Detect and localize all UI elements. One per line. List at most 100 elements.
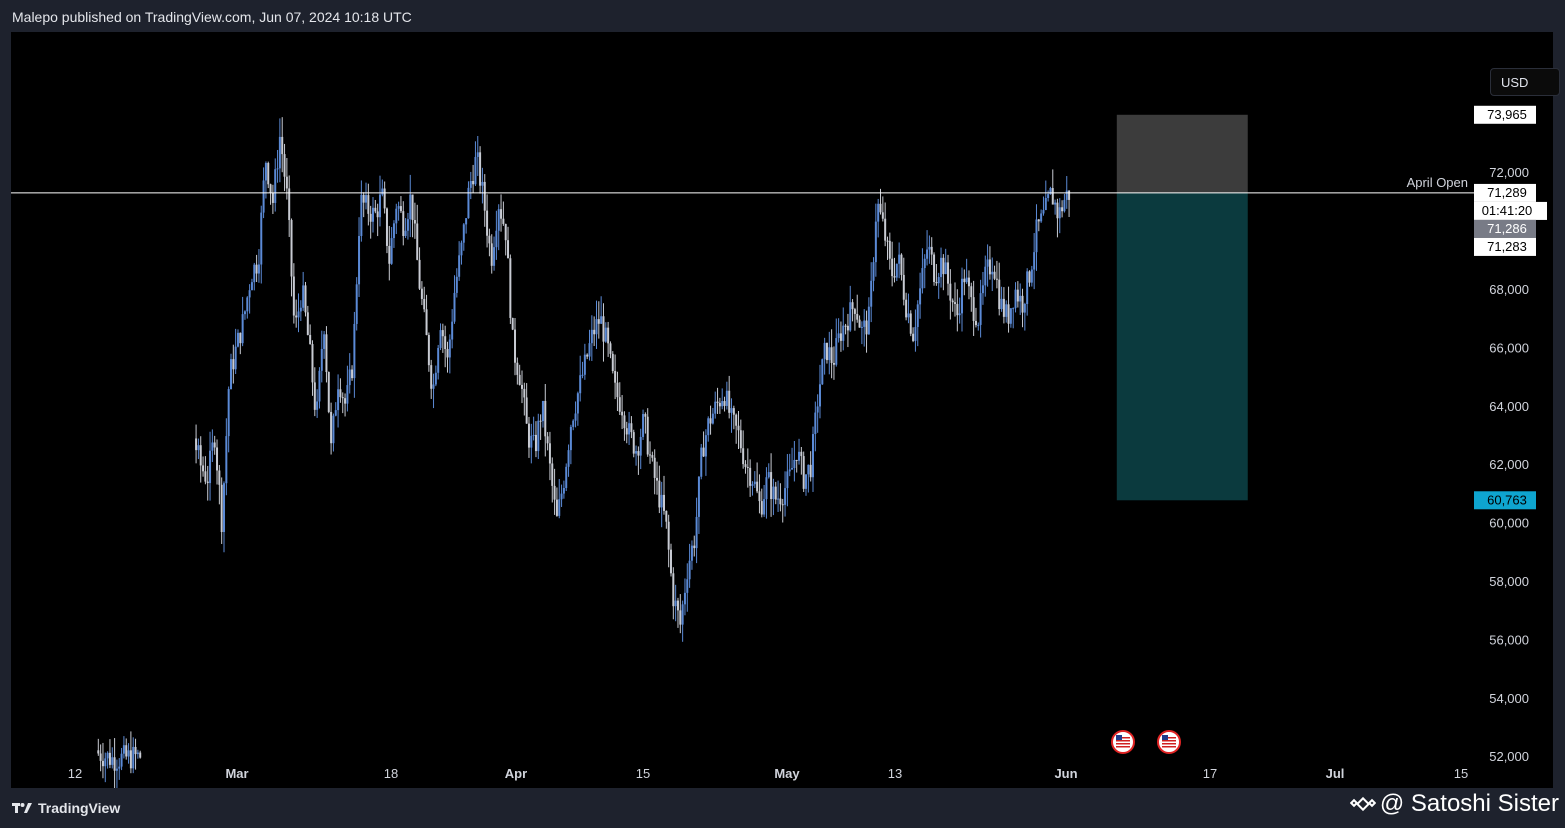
candle-body: [229, 359, 232, 390]
candle-body: [562, 487, 565, 494]
price-label: 71,286: [1487, 221, 1527, 236]
candle-body: [462, 224, 465, 243]
candle-body: [339, 389, 342, 398]
candle-body: [611, 353, 614, 372]
candle-body: [544, 400, 547, 437]
candle-body: [858, 319, 861, 328]
chart-area[interactable]: April Open 72,000 68,000 66,000 64,000 62,000…: [11, 32, 1560, 788]
candle-body: [784, 488, 787, 505]
candle-body: [206, 481, 209, 484]
candle-body: [956, 303, 959, 316]
candle-body: [385, 208, 388, 246]
candle-body: [281, 136, 284, 155]
candle-body: [693, 545, 696, 549]
candle-body: [455, 276, 458, 293]
candle-body: [742, 448, 745, 465]
candle-body: [753, 481, 756, 485]
x-tick-label: 13: [888, 766, 902, 781]
candle-body: [285, 176, 288, 189]
candle-body: [1033, 252, 1036, 270]
candle-body: [134, 746, 137, 755]
candle-body: [923, 258, 926, 269]
candle-body: [821, 359, 824, 385]
candle-body: [667, 521, 670, 550]
candle-body: [495, 230, 498, 248]
candle-body: [288, 188, 291, 221]
candle-body: [609, 343, 612, 354]
candle-body: [995, 278, 998, 280]
x-tick-label: 18: [384, 766, 398, 781]
candle-body: [746, 466, 749, 468]
candle-body: [432, 384, 435, 389]
candle-body: [355, 284, 358, 324]
candle-body: [448, 339, 451, 358]
candle-body: [267, 163, 270, 185]
candle-body: [1061, 207, 1064, 212]
price-label-box: [1474, 183, 1536, 202]
candle-body: [537, 420, 540, 452]
candle-body: [318, 370, 321, 402]
tradingview-logo[interactable]: TradingView: [12, 800, 120, 816]
candle-body: [676, 600, 679, 611]
candle-body: [560, 493, 563, 500]
candle-body: [337, 389, 340, 411]
candle-body: [909, 313, 912, 334]
candle-body: [947, 262, 950, 284]
candle-body: [358, 236, 361, 285]
candle-body: [344, 398, 347, 404]
candle-body: [367, 195, 370, 214]
candle-body: [199, 445, 202, 466]
candle-body: [721, 401, 724, 407]
candle-body: [227, 389, 230, 437]
candle-body: [553, 485, 556, 500]
candle-body: [607, 327, 610, 344]
candle-body: [332, 415, 335, 444]
candle-body: [572, 420, 575, 427]
candle-body: [800, 451, 803, 457]
candle-body: [488, 235, 491, 244]
candle-body: [793, 459, 796, 469]
candle-body: [127, 750, 130, 757]
candle-body: [723, 401, 726, 406]
candle-body: [1044, 198, 1047, 211]
candle-body: [539, 420, 542, 422]
candle-body: [1002, 298, 1005, 317]
candle-body: [574, 413, 577, 421]
price-label-box: [1474, 105, 1536, 124]
candle-body: [1051, 188, 1054, 205]
candle-body: [991, 271, 994, 275]
candle-body: [846, 325, 849, 331]
candle-body: [474, 156, 477, 185]
candle-body: [374, 207, 377, 212]
candle-body: [115, 768, 118, 771]
candle-body: [402, 211, 405, 236]
candle-body: [118, 766, 121, 769]
y-tick-label: 60,000: [1489, 516, 1529, 531]
us-flag-icon[interactable]: [1111, 730, 1135, 754]
candle-body: [425, 309, 428, 335]
price-label-box: [1474, 201, 1547, 220]
candle-body: [900, 254, 903, 275]
currency-selector[interactable]: USD: [1490, 68, 1560, 96]
price-label: 71,283: [1487, 239, 1527, 254]
candle-body: [944, 262, 947, 275]
candle-body: [1063, 199, 1066, 212]
candle-body: [707, 418, 710, 436]
candle-body: [304, 285, 307, 313]
us-flag-icon[interactable]: [1157, 730, 1181, 754]
candle-body: [418, 259, 421, 289]
candle-body: [453, 292, 456, 322]
candle-body: [579, 375, 582, 394]
candle-body: [1012, 308, 1015, 310]
candle-body: [967, 277, 970, 287]
price-chart[interactable]: April Open 72,000 68,000 66,000 64,000 62,000…: [11, 32, 1553, 788]
candle-body: [933, 254, 936, 282]
candle-body: [262, 180, 265, 213]
candle-body: [527, 423, 530, 448]
take-profit-zone: [1116, 193, 1248, 501]
candle-body: [465, 218, 468, 225]
candle-body: [299, 307, 302, 312]
header-bar: Malepo published on TradingView.com, Jun…: [0, 0, 1565, 32]
candle-body: [658, 480, 661, 508]
candle-body: [430, 365, 433, 389]
